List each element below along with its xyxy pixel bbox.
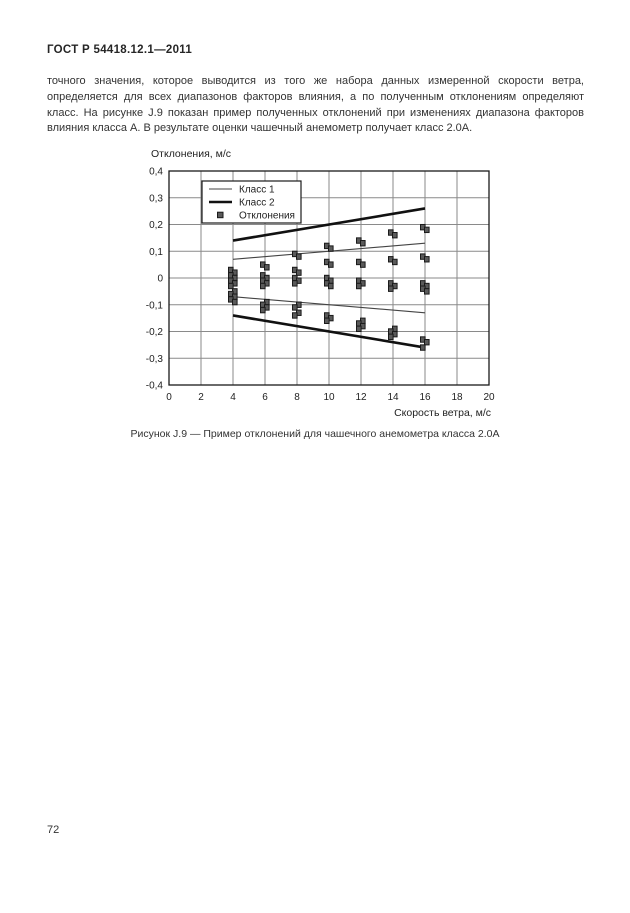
legend-item-label: Отклонения [239, 211, 295, 222]
deviation-marker [392, 232, 398, 239]
deviation-marker [260, 306, 266, 314]
y-tick-label: -0,2 [146, 327, 164, 338]
x-tick-label: 0 [166, 392, 172, 403]
deviation-marker [232, 298, 238, 306]
deviation-marker [388, 285, 394, 292]
class2-boundary-line [232, 207, 426, 242]
y-tick-label: -0,4 [146, 381, 164, 392]
y-tick-label: -0,3 [146, 354, 164, 365]
body-paragraph: точного значения, которое выводится из т… [47, 75, 584, 135]
deviation-marker [356, 325, 362, 333]
deviation-marker [328, 245, 334, 252]
deviation-marker [328, 261, 334, 268]
deviation-marker [424, 288, 430, 295]
deviation-marker [420, 344, 426, 351]
deviation-marker [328, 282, 334, 290]
deviation-marker [360, 261, 366, 268]
deviation-marker [296, 269, 302, 276]
figure-chart-svg: 0,40,30,20,10-0,1-0,2-0,3-0,40 2 4 6 8 10 12 14… [146, 148, 495, 419]
figure-caption: Рисунок J.9 — Пример отклонений для чаше… [130, 428, 500, 440]
deviation-marker [356, 282, 362, 290]
legend-item-label: Класс 1 [239, 185, 275, 196]
x-tick-label: 16 [419, 392, 431, 403]
y-tick-label: 0,2 [149, 220, 163, 231]
x-tick-label: 18 [451, 392, 463, 403]
y-tick-label: 0,3 [149, 193, 163, 204]
deviation-marker [424, 339, 430, 346]
deviation-marker [360, 240, 366, 247]
x-tick-label: 8 [294, 392, 300, 403]
deviation-marker [292, 312, 298, 319]
y-tick-label: -0,1 [146, 300, 164, 311]
x-tick-label: 4 [230, 392, 236, 403]
deviation-marker [228, 282, 234, 290]
figure-j9: 0,4 0,3 0,2 0,1 0 -0,1 -0,2 -0,3 -0,4 0 2 4 6 8 10 12 14… [138, 146, 510, 426]
deviation-marker [264, 264, 270, 271]
y-tick-label: 0,1 [149, 247, 163, 258]
x-axis-title: Скорость ветра, м/с [394, 407, 491, 419]
y-axis-title: Отклонения, м/с [151, 148, 231, 160]
deviation-marker [388, 333, 394, 341]
legend-square-marker-swatch [217, 211, 224, 219]
axis-frame [168, 170, 490, 386]
legend-item-label: Класс 2 [239, 198, 275, 209]
deviation-marker [292, 280, 298, 287]
x-tick-label: 14 [387, 392, 399, 403]
y-tick-label: 0,4 [149, 167, 163, 178]
y-tick-label: 0 [157, 274, 163, 285]
x-tick-label: 2 [198, 392, 204, 403]
deviation-marker [424, 256, 430, 263]
x-tick-label: 10 [323, 392, 335, 403]
deviation-marker [424, 226, 430, 234]
document-header: ГОСТ Р 54418.12.1—2011 [47, 44, 193, 56]
deviation-marker [296, 253, 302, 260]
class2-boundary-line [232, 314, 426, 349]
deviation-marker [392, 258, 398, 266]
deviation-marker [324, 317, 330, 325]
x-tick-label: 6 [262, 392, 268, 403]
x-tick-label: 12 [355, 392, 367, 403]
deviation-marker [260, 282, 266, 290]
page-number: 72 [47, 824, 60, 836]
deviation-marker [292, 304, 298, 311]
x-tick-label: 20 [483, 392, 495, 403]
